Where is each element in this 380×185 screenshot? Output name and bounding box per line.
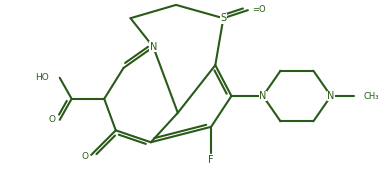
Text: O: O: [49, 115, 55, 124]
Text: N: N: [327, 91, 335, 101]
Text: =O: =O: [252, 5, 266, 14]
Text: CH₃: CH₃: [364, 92, 379, 100]
Text: HO: HO: [35, 73, 49, 82]
Text: N: N: [150, 42, 157, 52]
Text: N: N: [259, 91, 267, 101]
Text: F: F: [208, 155, 214, 166]
Text: S: S: [220, 13, 226, 23]
Text: O: O: [81, 152, 89, 161]
